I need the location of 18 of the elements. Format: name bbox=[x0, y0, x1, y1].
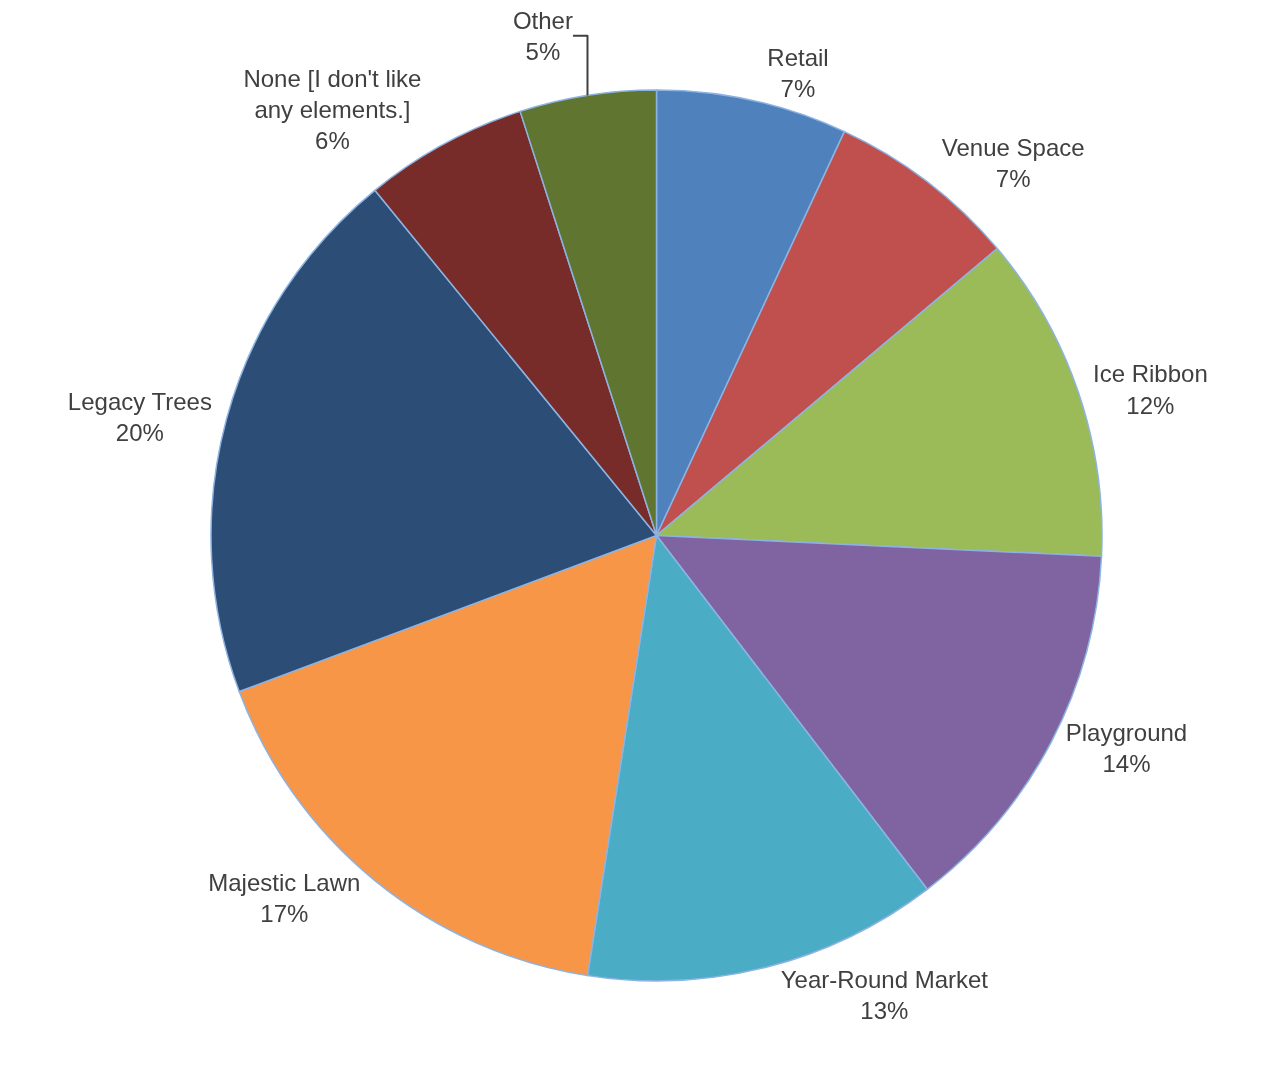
data-label: 13% bbox=[860, 996, 909, 1024]
data-label: 14% bbox=[1102, 750, 1151, 778]
data-label: 20% bbox=[115, 419, 164, 447]
slice-label: Ice Ribbon bbox=[1093, 360, 1208, 388]
data-label: 12% bbox=[1126, 391, 1175, 419]
slice-label: Venue Space bbox=[941, 134, 1085, 162]
slice-label: Playground bbox=[1065, 719, 1188, 747]
slice-label: Retail bbox=[767, 43, 829, 71]
data-label: 17% bbox=[260, 900, 309, 928]
data-label: 5% bbox=[525, 37, 561, 65]
slice-label: Year-Round Market bbox=[780, 965, 989, 993]
data-label: 7% bbox=[995, 165, 1031, 193]
slice-label: Majestic Lawn bbox=[208, 869, 361, 897]
data-label: 6% bbox=[315, 127, 350, 155]
slice-label: Other bbox=[512, 6, 573, 34]
data-label: 7% bbox=[780, 74, 816, 102]
slice-label: Legacy Trees bbox=[67, 387, 212, 415]
slice-label: None [I don't like any elements.] bbox=[243, 64, 422, 124]
